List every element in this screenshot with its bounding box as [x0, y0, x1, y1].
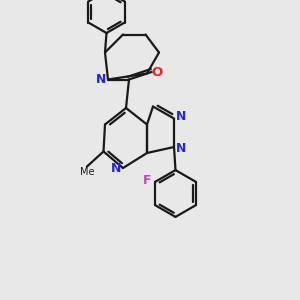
Text: N: N [96, 73, 106, 86]
Text: Me: Me [80, 167, 94, 177]
Text: N: N [176, 142, 186, 155]
Text: N: N [176, 110, 186, 124]
Text: F: F [142, 174, 151, 187]
Text: N: N [111, 161, 122, 175]
Text: O: O [151, 65, 163, 79]
